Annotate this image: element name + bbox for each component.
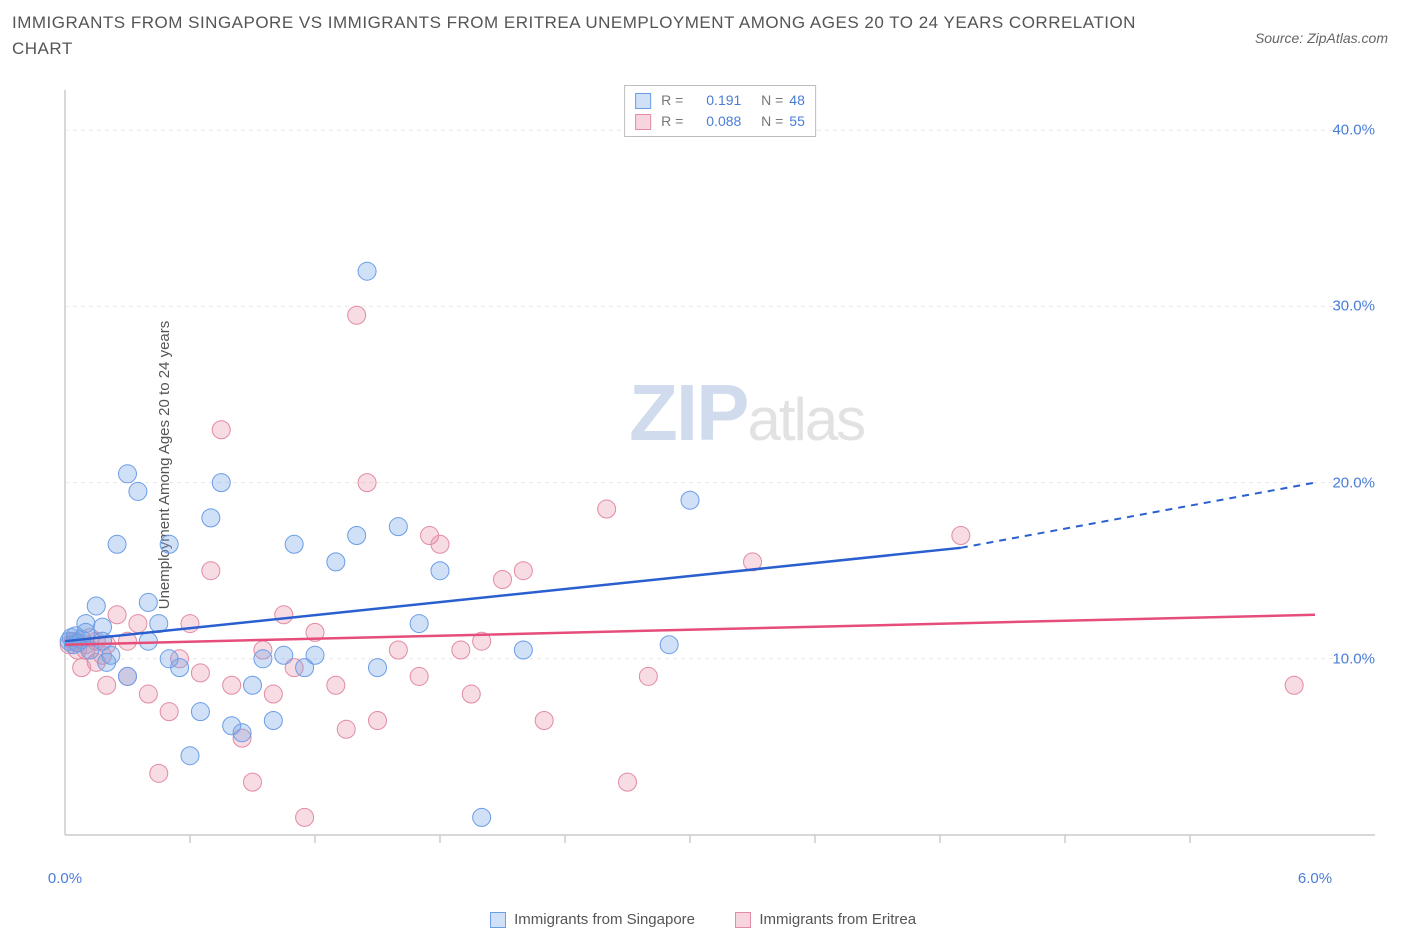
legend-label-singapore: Immigrants from Singapore <box>514 911 695 928</box>
chart-title: IMMIGRANTS FROM SINGAPORE VS IMMIGRANTS … <box>12 10 1162 61</box>
y-tick-label: 30.0% <box>1332 298 1375 315</box>
source-link[interactable]: ZipAtlas.com <box>1307 30 1388 46</box>
swatch-eritrea <box>635 114 651 130</box>
legend-swatch-eritrea <box>735 912 751 928</box>
r-label: R = <box>661 111 683 132</box>
y-tick-label: 40.0% <box>1332 122 1375 139</box>
correlation-stats-box: R = 0.191 N = 48 R = 0.088 N = 55 <box>624 85 816 137</box>
chart-area: R = 0.191 N = 48 R = 0.088 N = 55 ZIPatl… <box>55 85 1385 865</box>
r-label: R = <box>661 90 683 111</box>
x-tick-label: 0.0% <box>48 870 82 887</box>
y-tick-label: 10.0% <box>1332 650 1375 667</box>
n-value-eritrea: 55 <box>789 111 805 132</box>
y-tick-label: 20.0% <box>1332 474 1375 491</box>
source-attribution: Source: ZipAtlas.com <box>1255 30 1388 46</box>
swatch-singapore <box>635 93 651 109</box>
source-prefix: Source: <box>1255 30 1307 46</box>
r-value-singapore: 0.191 <box>689 90 741 111</box>
stats-row-singapore: R = 0.191 N = 48 <box>635 90 805 111</box>
legend-label-eritrea: Immigrants from Eritrea <box>759 911 916 928</box>
scatter-plot <box>55 85 1385 865</box>
n-label: N = <box>761 111 783 132</box>
n-value-singapore: 48 <box>789 90 805 111</box>
stats-row-eritrea: R = 0.088 N = 55 <box>635 111 805 132</box>
x-tick-label: 6.0% <box>1298 870 1332 887</box>
legend-swatch-singapore <box>490 912 506 928</box>
n-label: N = <box>761 90 783 111</box>
bottom-legend: Immigrants from Singapore Immigrants fro… <box>0 911 1406 928</box>
legend-item-eritrea: Immigrants from Eritrea <box>735 911 916 928</box>
legend-item-singapore: Immigrants from Singapore <box>490 911 699 928</box>
r-value-eritrea: 0.088 <box>689 111 741 132</box>
